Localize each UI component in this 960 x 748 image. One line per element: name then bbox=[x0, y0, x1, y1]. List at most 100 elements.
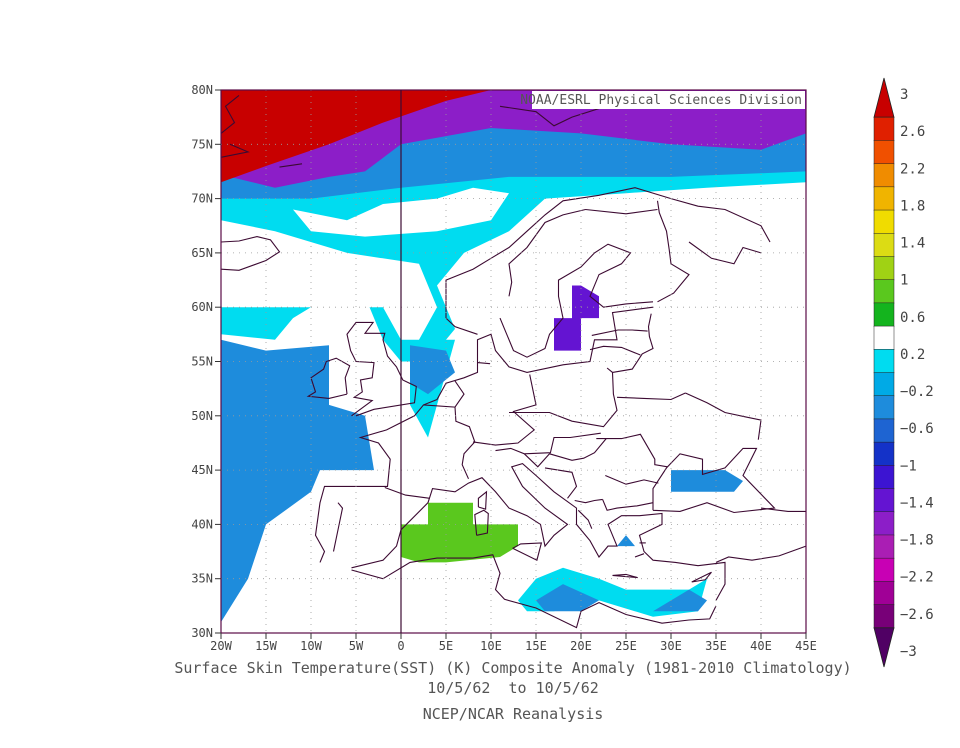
coastline bbox=[477, 490, 488, 510]
coastline bbox=[351, 554, 717, 629]
lon-label: 15E bbox=[525, 639, 547, 653]
coastline bbox=[577, 509, 593, 529]
colorbar-swatch bbox=[873, 534, 895, 559]
coastline bbox=[279, 163, 303, 168]
colorbar-label: −3 bbox=[900, 644, 917, 660]
colorbar-label: 3 bbox=[900, 87, 908, 103]
colorbar-swatch bbox=[873, 465, 895, 490]
coastline bbox=[685, 392, 762, 440]
colorbar-swatch bbox=[873, 441, 895, 466]
coastline bbox=[634, 553, 645, 558]
coastline bbox=[596, 433, 668, 468]
grid-lines bbox=[221, 90, 806, 633]
colorbar-swatch bbox=[873, 116, 895, 142]
colorbar-swatch bbox=[873, 581, 895, 606]
lat-label: 75N bbox=[191, 137, 213, 151]
coastline bbox=[656, 200, 690, 303]
colorbar-label: 2.6 bbox=[900, 124, 925, 140]
colorbar-label: −1.4 bbox=[900, 495, 934, 511]
colorbar-label: −1.8 bbox=[900, 533, 934, 549]
colorbar-label: −2.2 bbox=[900, 570, 934, 586]
lat-label: 60N bbox=[191, 300, 213, 314]
lat-label: 55N bbox=[191, 355, 213, 369]
lon-label: 20E bbox=[570, 639, 592, 653]
coastline bbox=[220, 143, 250, 158]
colorbar-swatch bbox=[873, 325, 895, 350]
anomaly-fills bbox=[221, 90, 806, 623]
colorbar-max-arrow bbox=[873, 77, 895, 118]
anomaly-region-arctic-positive bbox=[221, 90, 491, 183]
coastline bbox=[602, 499, 654, 511]
colorbar-label: 2.2 bbox=[900, 161, 925, 177]
coastline bbox=[220, 236, 281, 271]
coastline bbox=[591, 329, 648, 336]
colorbar-swatch bbox=[873, 418, 895, 443]
colorbar-swatch bbox=[873, 511, 895, 536]
lat-axis: 80N 75N 70N 65N 60N 55N 50N 45N 40N 35N 30N bbox=[191, 83, 221, 640]
anomaly-region-north-atlantic-negative bbox=[536, 584, 599, 612]
coastline bbox=[477, 362, 491, 365]
coastline bbox=[616, 392, 686, 401]
coastline bbox=[474, 509, 489, 536]
colorbar-swatch bbox=[873, 557, 895, 583]
lon-label: 30E bbox=[660, 639, 682, 653]
lat-label: 35N bbox=[191, 572, 213, 586]
colorbar-swatch bbox=[873, 302, 895, 327]
colorbar-swatch bbox=[873, 372, 895, 397]
coastline bbox=[512, 542, 543, 561]
coastline bbox=[351, 462, 726, 601]
coastline bbox=[423, 404, 476, 480]
coastline bbox=[760, 507, 806, 512]
colorbar-label: −0.2 bbox=[900, 384, 934, 400]
colorbar-label: 1.4 bbox=[900, 236, 925, 252]
colorbar-swatch bbox=[873, 488, 895, 513]
colorbar-label: −0.6 bbox=[900, 421, 934, 437]
anomaly-region-baltic-negative bbox=[554, 285, 599, 351]
colorbar-min-arrow bbox=[873, 627, 895, 668]
coastline bbox=[220, 94, 240, 134]
lat-label: 70N bbox=[191, 192, 213, 206]
lon-label: 20W bbox=[210, 639, 232, 653]
colorbar-label: 0.2 bbox=[900, 347, 925, 363]
colorbar-swatch bbox=[873, 233, 895, 258]
lat-label: 80N bbox=[191, 83, 213, 97]
coastline bbox=[508, 208, 586, 297]
lon-label: 0 bbox=[397, 639, 404, 653]
lat-label: 50N bbox=[191, 409, 213, 423]
colorbar-swatch bbox=[873, 279, 895, 304]
dataset-source: NCEP/NCAR Reanalysis bbox=[422, 705, 604, 723]
anomaly-region-north-atlantic-negative bbox=[221, 339, 374, 623]
coastline bbox=[445, 187, 771, 335]
coastline bbox=[652, 447, 776, 514]
colorbar-swatch bbox=[873, 256, 895, 281]
coastline bbox=[509, 367, 618, 428]
coastline bbox=[499, 243, 654, 358]
lon-label: 10E bbox=[480, 639, 502, 653]
colorbar-swatch bbox=[873, 140, 895, 165]
coastline bbox=[715, 545, 807, 563]
anomaly-region-black-sea-negative bbox=[671, 470, 743, 492]
coastline bbox=[472, 374, 537, 446]
lon-label: 5W bbox=[349, 639, 364, 653]
lat-label: 30N bbox=[191, 626, 213, 640]
coastline bbox=[314, 306, 654, 563]
lon-label: 10W bbox=[300, 639, 322, 653]
colorbar-label: −1 bbox=[900, 458, 917, 474]
anomaly-region-north-atlantic-negative bbox=[653, 589, 707, 612]
lon-label: 5E bbox=[439, 639, 453, 653]
coastline bbox=[454, 380, 465, 408]
colorbar-swatch bbox=[873, 349, 895, 374]
lon-label: 15W bbox=[255, 639, 277, 653]
colorbar-label: 0.6 bbox=[900, 310, 925, 326]
coastline bbox=[691, 571, 712, 583]
coastline bbox=[574, 498, 603, 504]
colorbar-swatch bbox=[873, 395, 895, 420]
coastline bbox=[306, 357, 351, 399]
credit-text: NOAA/ESRL Physical Sciences Division bbox=[520, 93, 802, 108]
lon-label: 25E bbox=[615, 639, 637, 653]
coastline bbox=[384, 486, 430, 499]
colorbar: 3 2.6 2.2 1.8 1.4 1 0.6 0.2 −0.2 −0.6 −1 −1.4 −1.8 −2… bbox=[873, 77, 934, 668]
coastline bbox=[346, 321, 417, 417]
